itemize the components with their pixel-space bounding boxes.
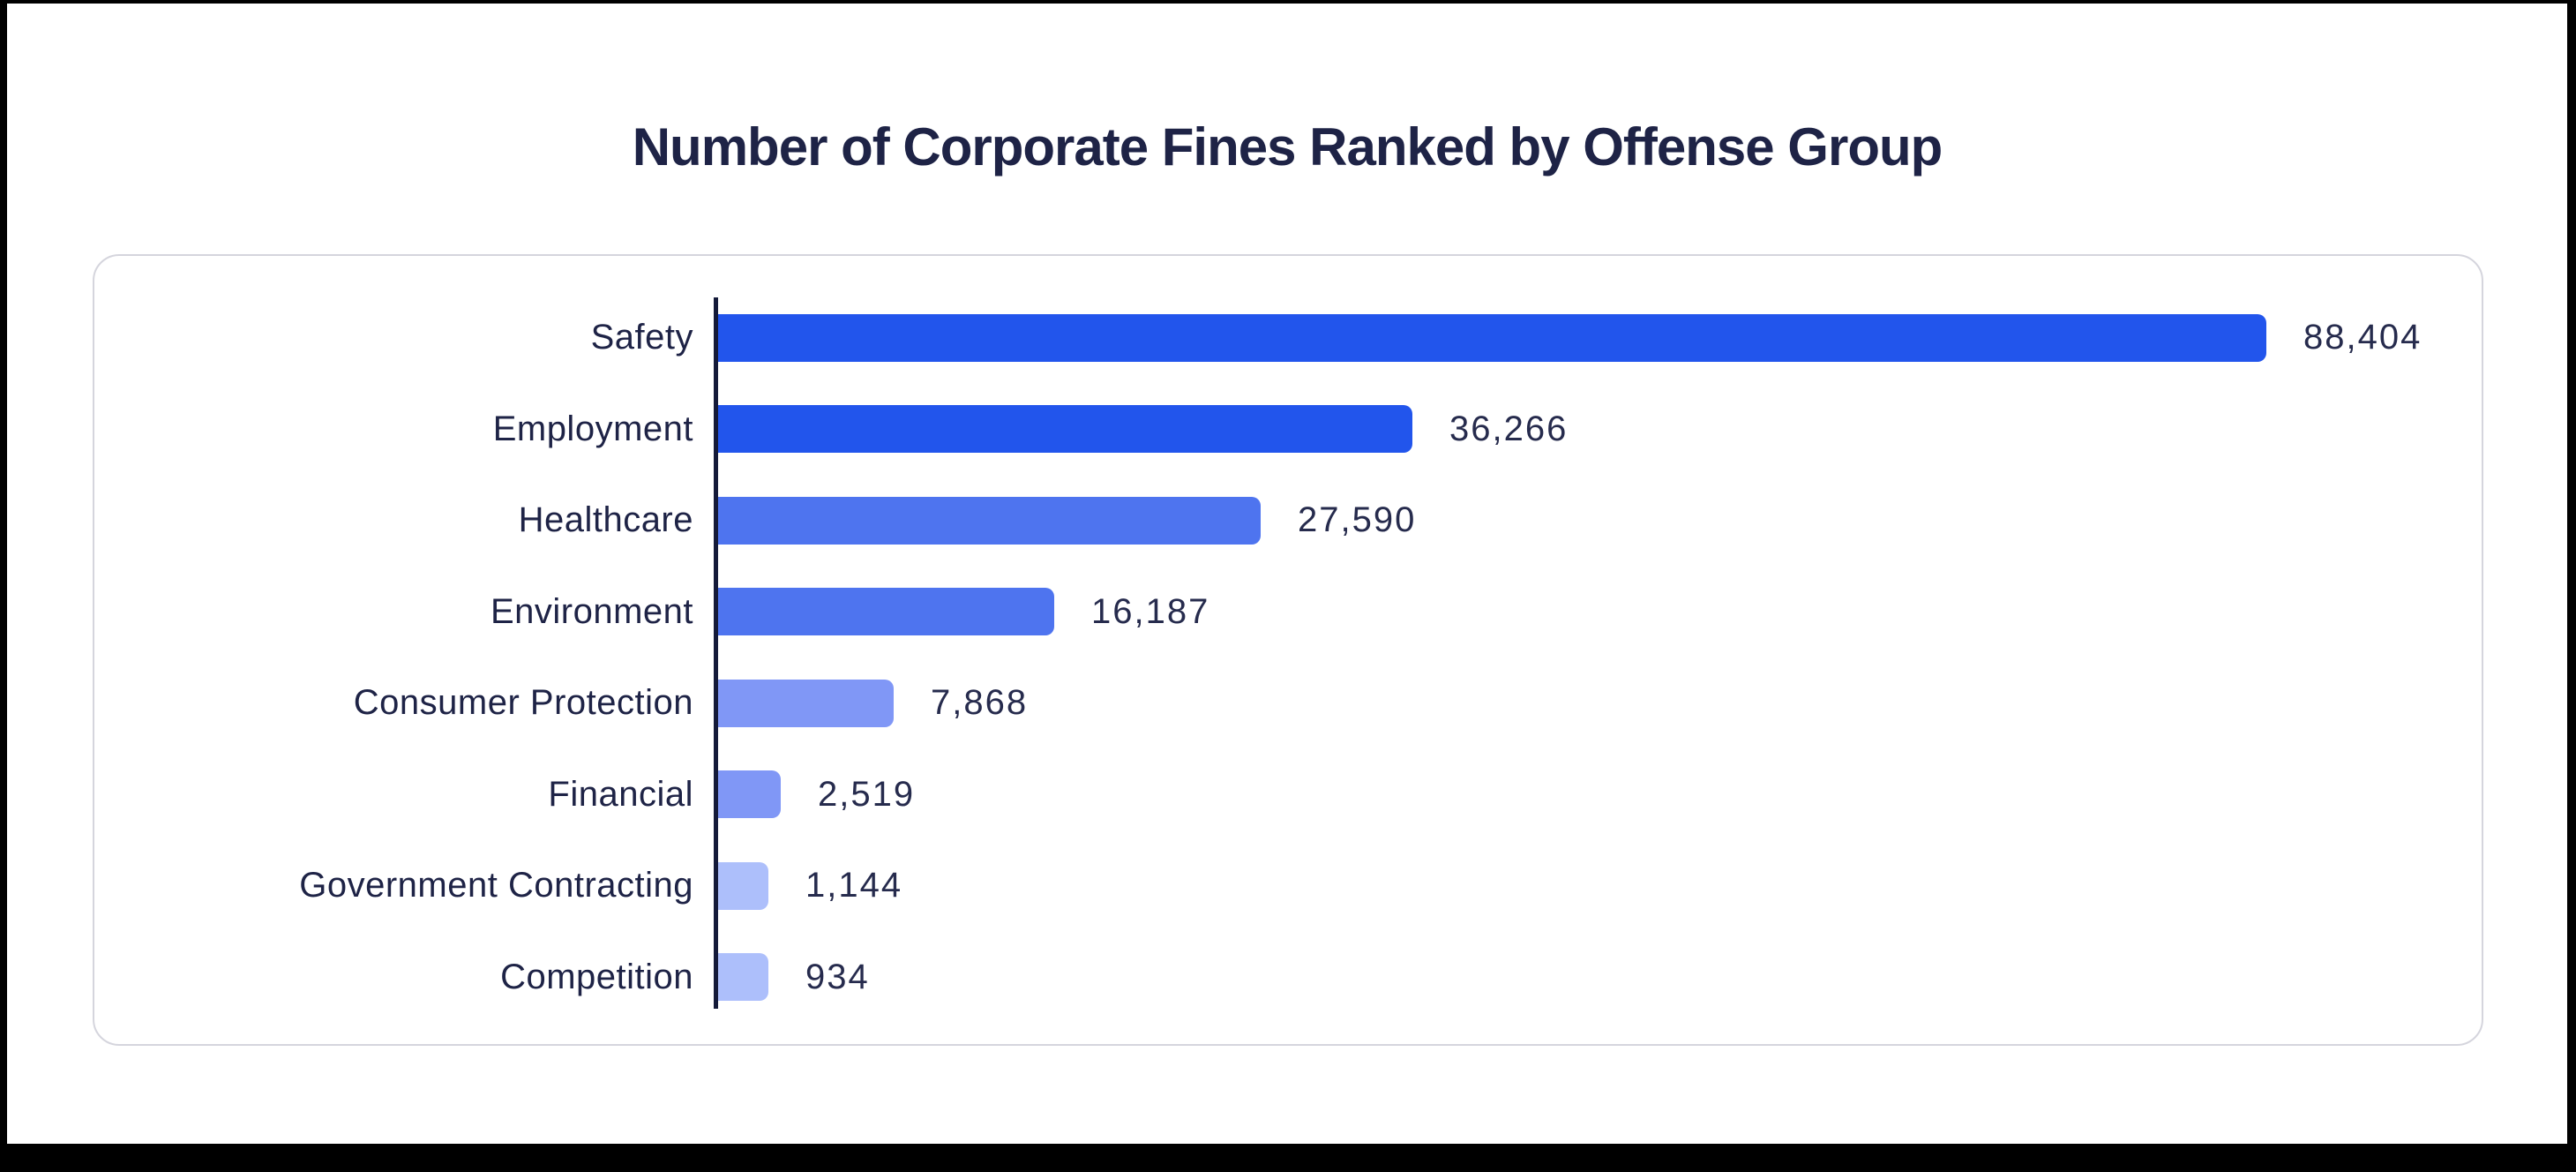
chart-row: Government Contracting 1,144 [7,840,2576,932]
category-label: Government Contracting [299,866,693,905]
bar [718,861,768,910]
bar [718,953,768,1002]
chart-row: Safety 88,404 [7,292,2576,384]
bar-area: 36,266 [718,384,1568,476]
chart-row: Consumer Protection 7,868 [7,657,2576,749]
bar-area: 1,144 [718,840,902,932]
category-label: Financial [548,774,693,814]
category-label: Consumer Protection [353,683,693,723]
bar [718,770,781,819]
bar-area: 7,868 [718,657,1028,749]
bar [718,679,894,727]
bar-area: 934 [718,932,870,1024]
chart-row: Healthcare 27,590 [7,475,2576,567]
category-label: Competition [500,957,693,996]
bar-area: 27,590 [718,475,1416,567]
bar [718,588,1054,636]
chart-card [93,254,2483,1046]
y-axis-line [714,297,718,1009]
chart-row: Employment 36,266 [7,384,2576,476]
category-label: Environment [490,591,693,631]
value-label: 16,187 [1091,591,1210,631]
value-label: 88,404 [2303,318,2422,357]
value-label: 934 [805,957,870,996]
bar-plot: Safety 88,404 Employment 36,266 Healthcare 27… [7,292,2576,1023]
chart-row: Environment 16,187 [7,567,2576,658]
chart-row: Competition 934 [7,932,2576,1024]
bar [718,405,1412,454]
bar-area: 2,519 [718,749,915,841]
value-label: 2,519 [818,774,916,814]
category-label: Healthcare [518,500,693,540]
value-label: 27,590 [1298,500,1417,540]
category-label: Safety [590,318,693,357]
value-label: 7,868 [931,683,1029,723]
value-label: 1,144 [805,866,903,905]
bar [718,313,2266,362]
category-label: Employment [492,409,693,448]
chart-title: Number of Corporate Fines Ranked by Offe… [632,117,1943,177]
chart-row: Financial 2,519 [7,749,2576,841]
bar-area: 16,187 [718,567,1209,658]
value-label: 36,266 [1449,409,1569,448]
bar [718,496,1261,545]
bar-area: 88,404 [718,292,2422,384]
